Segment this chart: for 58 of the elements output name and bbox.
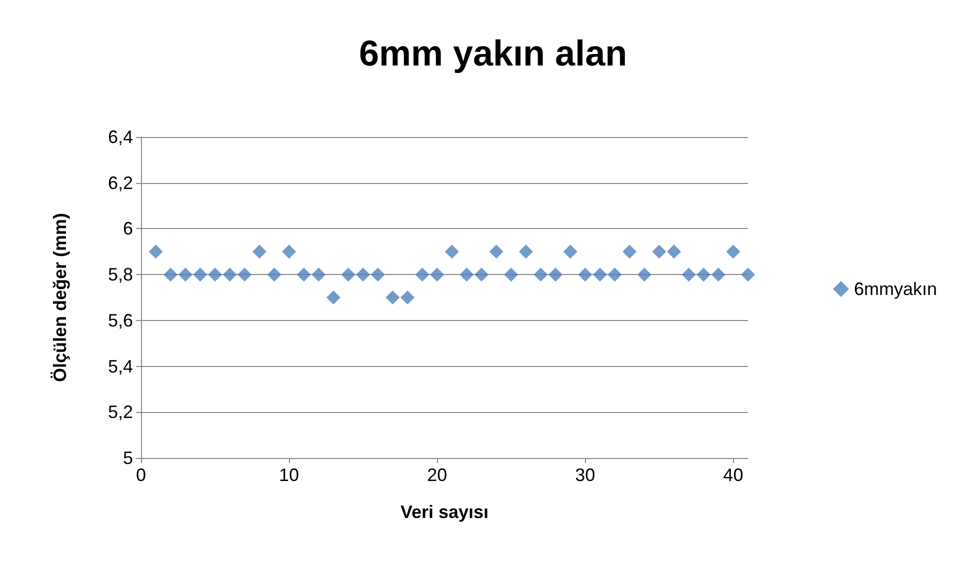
point <box>267 268 282 282</box>
point <box>534 268 548 282</box>
point <box>578 268 592 282</box>
point <box>296 268 311 282</box>
point <box>415 268 430 282</box>
point <box>252 244 266 259</box>
point <box>178 268 192 282</box>
point <box>489 244 504 259</box>
point <box>312 268 326 282</box>
point <box>711 268 726 282</box>
y-tick-label: 5,6 <box>108 310 133 330</box>
point <box>282 244 296 259</box>
legend-label: 6mmyakın <box>854 279 938 299</box>
y-tick-label: 5,4 <box>108 356 133 376</box>
point <box>726 244 740 259</box>
x-axis-title: Veri sayısı <box>400 502 489 522</box>
x-tick-label: 20 <box>427 465 448 485</box>
point <box>548 268 563 282</box>
point <box>682 268 696 282</box>
point <box>148 244 163 259</box>
point <box>208 268 222 282</box>
chart-title: 6mm yakın alan <box>358 32 628 74</box>
x-tick-label: 0 <box>136 465 146 485</box>
point <box>652 244 666 259</box>
point <box>326 290 340 304</box>
point <box>608 268 622 282</box>
point <box>341 268 356 282</box>
point <box>193 268 208 282</box>
y-tick-label: 5,2 <box>108 402 133 422</box>
point <box>563 244 578 259</box>
point <box>622 244 637 259</box>
y-tick-label: 6,2 <box>108 172 133 193</box>
point <box>444 244 459 259</box>
point <box>592 268 607 282</box>
point <box>504 268 518 282</box>
point <box>238 268 252 282</box>
x-tick-label: 10 <box>279 465 300 485</box>
x-tick-label: 30 <box>575 465 596 485</box>
y-axis-title: Ölçülen değer (mm) <box>50 212 70 382</box>
point <box>222 268 237 282</box>
y-tick-label: 5,8 <box>108 264 133 285</box>
point <box>741 268 755 282</box>
point <box>637 268 652 282</box>
point <box>474 268 489 282</box>
point <box>460 268 474 282</box>
point <box>430 268 444 282</box>
point <box>696 268 711 282</box>
point <box>400 290 414 304</box>
x-tick-label: 40 <box>723 465 744 485</box>
y-tick-label: 6,4 <box>108 127 133 147</box>
point <box>666 244 681 259</box>
point <box>370 268 385 282</box>
point <box>356 268 370 282</box>
point <box>164 268 178 282</box>
point <box>518 244 533 259</box>
y-tick-label: 6 <box>122 218 133 239</box>
point <box>386 290 400 304</box>
y-tick-label: 5 <box>122 448 133 468</box>
